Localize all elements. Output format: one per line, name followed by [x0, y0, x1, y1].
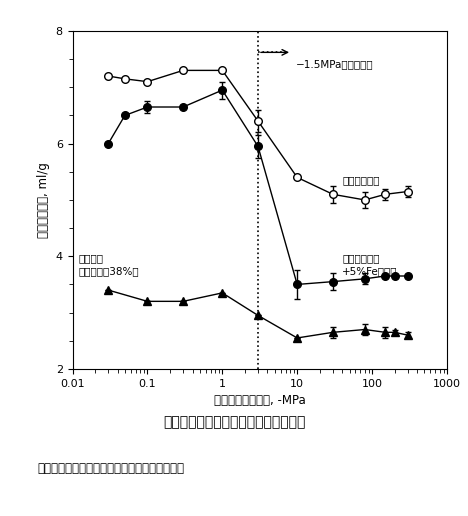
Text: スメクタイト: スメクタイト — [342, 175, 380, 185]
Text: 図１乾燥過程での水中沈定容積の変化: 図１乾燥過程での水中沈定容積の変化 — [163, 415, 305, 429]
Text: −1.5MPa以下の乾燥: −1.5MPa以下の乾燥 — [295, 59, 373, 69]
Text: 水田土壌
（粘土含量38%）: 水田土壌 （粘土含量38%） — [79, 253, 139, 276]
X-axis label: 水分ポテンシャル, -MPa: 水分ポテンシャル, -MPa — [214, 394, 306, 407]
Text: 注）畑地化が進むと水中沈定容積は減少する。: 注）畑地化が進むと水中沈定容積は減少する。 — [37, 462, 184, 475]
Text: スメクタイト
+5%Fe酸化物: スメクタイト +5%Fe酸化物 — [342, 253, 398, 276]
Y-axis label: 水中沈定容積, ml/g: 水中沈定容積, ml/g — [37, 162, 50, 238]
